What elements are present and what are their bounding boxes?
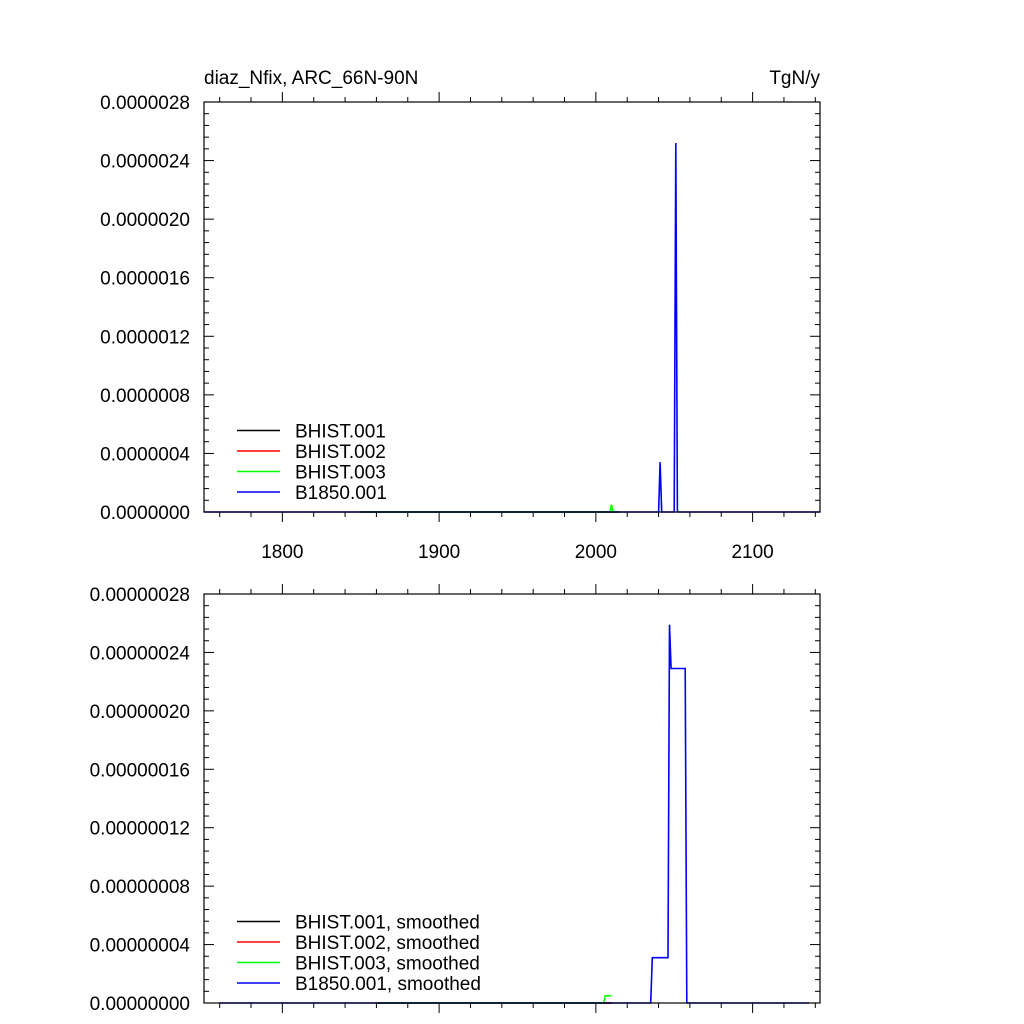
y-tick-label: 0.00000012 <box>90 819 190 840</box>
bottom-y-tick-labels: 0.00000000 0.00000004 0.00000008 0.00000012… <box>90 585 191 1015</box>
top-title-left: diaz_Nfix, ARC_66N-90N <box>204 68 418 89</box>
y-tick-label: 0.0000012 <box>100 327 190 348</box>
y-tick-label: 0.00000024 <box>90 643 191 664</box>
y-tick-label: 0.00000004 <box>90 936 191 957</box>
y-tick-label: 0.0000024 <box>100 152 190 173</box>
y-tick-label: 0.0000004 <box>100 444 190 465</box>
series-line <box>376 994 612 1004</box>
top-title-right: TgN/y <box>769 68 820 89</box>
series-line <box>360 504 620 513</box>
y-tick-label: 0.00000020 <box>90 702 190 723</box>
series-line <box>219 624 809 1004</box>
legend-label: B1850.001 <box>295 483 387 504</box>
top-y-tick-labels: 0.0000000 0.0000004 0.0000008 0.0000012 0.00… <box>100 93 190 524</box>
bottom-plot-frame <box>203 593 821 1004</box>
legend-label: BHIST.003 <box>295 463 386 484</box>
y-tick-label: 0.0000016 <box>100 269 190 290</box>
legend-label: B1850.001, smoothed <box>295 974 481 995</box>
x-tick-label: 2100 <box>731 542 773 563</box>
legend-label: BHIST.001, smoothed <box>295 913 480 934</box>
legend-label: BHIST.002 <box>295 442 386 463</box>
legend-label: BHIST.001 <box>295 422 386 443</box>
y-tick-label: 0.00000008 <box>90 877 190 898</box>
x-tick-label: 2000 <box>575 542 617 563</box>
y-tick-label: 0.0000020 <box>100 210 190 231</box>
y-tick-label: 0.0000008 <box>100 386 190 407</box>
top-x-tick-labels: 1800 1900 2000 2100 <box>261 542 774 563</box>
y-tick-label: 0.0000000 <box>100 503 190 524</box>
y-tick-label: 0.0000028 <box>100 93 190 114</box>
x-tick-label: 1800 <box>261 542 303 563</box>
legend-label: BHIST.003, smoothed <box>295 954 480 975</box>
y-tick-label: 0.00000000 <box>90 994 190 1015</box>
x-tick-label: 1900 <box>418 542 460 563</box>
y-tick-label: 0.00000016 <box>90 760 190 781</box>
bottom-panel: 0.00000000 0.00000004 0.00000008 0.00000012… <box>90 584 821 1015</box>
top-ticks <box>204 92 820 522</box>
top-panel: diaz_Nfix, ARC_66N-90N TgN/y 0.00000000.… <box>100 68 821 563</box>
legend-label: BHIST.002, smoothed <box>295 933 480 954</box>
top-plot-frame <box>203 101 821 513</box>
y-tick-label: 0.00000028 <box>90 585 190 606</box>
